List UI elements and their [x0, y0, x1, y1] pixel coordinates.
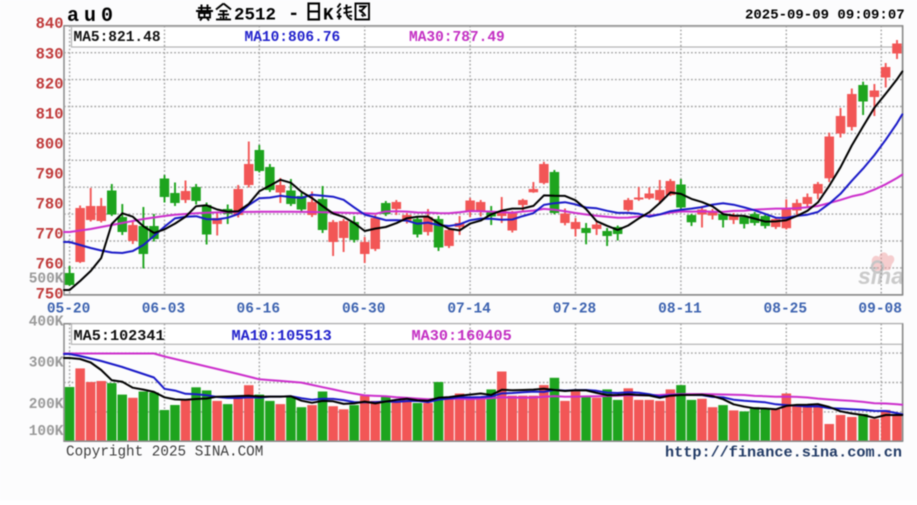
svg-text:800: 800	[36, 135, 64, 153]
svg-text:780: 780	[36, 196, 64, 214]
svg-text:06-16: 06-16	[237, 301, 281, 317]
svg-text:300K: 300K	[29, 356, 64, 372]
svg-text:K: K	[323, 6, 334, 26]
svg-text:820: 820	[36, 75, 64, 93]
svg-text:760: 760	[36, 256, 64, 274]
svg-text:790: 790	[36, 165, 64, 183]
svg-text:810: 810	[36, 105, 64, 123]
svg-text:MA10:105513: MA10:105513	[232, 327, 332, 345]
svg-text:500K: 500K	[29, 272, 64, 288]
svg-text:830: 830	[36, 45, 64, 63]
svg-text:MA30:787.49: MA30:787.49	[409, 30, 505, 46]
svg-text:a u 0: a u 0	[67, 5, 112, 28]
svg-text:MA5:821.48: MA5:821.48	[74, 30, 161, 46]
svg-text:sina: sina	[858, 263, 904, 289]
svg-text:08-25: 08-25	[764, 301, 808, 317]
svg-text:http://finance.sina.com.cn: http://finance.sina.com.cn	[665, 444, 902, 462]
svg-text:770: 770	[36, 226, 64, 244]
svg-text:MA5:102341: MA5:102341	[74, 327, 165, 345]
svg-text:09-08: 09-08	[858, 301, 902, 317]
svg-text:-: -	[288, 3, 299, 25]
svg-text:2025-09-09 09:09:07: 2025-09-09 09:09:07	[745, 8, 905, 24]
svg-text:07-28: 07-28	[553, 301, 597, 317]
svg-text:08-11: 08-11	[658, 301, 702, 317]
svg-text:750: 750	[36, 286, 64, 304]
svg-text:05-20: 05-20	[47, 301, 91, 317]
svg-text:MA30:160405: MA30:160405	[412, 327, 512, 345]
svg-text:06-03: 06-03	[142, 301, 186, 317]
svg-text:100K: 100K	[29, 424, 64, 440]
svg-text:200K: 200K	[29, 397, 64, 413]
svg-text:06-30: 06-30	[342, 301, 386, 317]
svg-text:840: 840	[36, 15, 64, 33]
svg-text:2512: 2512	[234, 6, 276, 26]
svg-text:MA10:806.76: MA10:806.76	[245, 30, 341, 46]
svg-text:400K: 400K	[29, 314, 64, 330]
svg-text:Copyright 2025 SINA.COM: Copyright 2025 SINA.COM	[66, 445, 263, 461]
svg-text:07-14: 07-14	[447, 301, 491, 317]
